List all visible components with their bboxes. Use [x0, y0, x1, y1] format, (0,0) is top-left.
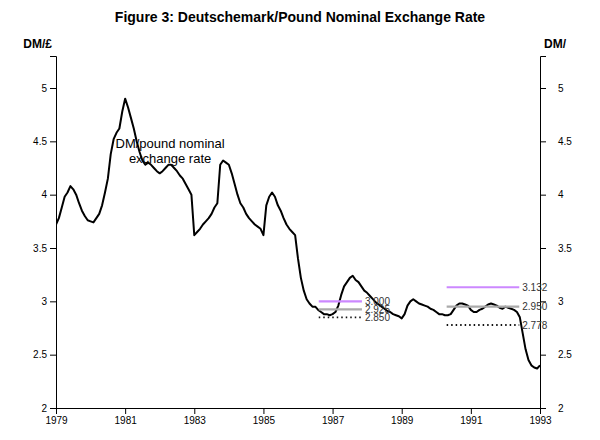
tick-label: 5	[558, 83, 564, 94]
tick: 3.5	[33, 243, 56, 254]
reference-line	[319, 308, 362, 310]
tick: 2	[41, 403, 56, 414]
x-axis-line	[57, 409, 541, 415]
exchange-rate-line	[56, 99, 540, 369]
annotation: DM/pound nominalexchange rate	[116, 136, 225, 167]
tick: 1985	[253, 408, 276, 426]
y-axis-line	[50, 57, 57, 409]
annotation-line: DM/pound nominal	[116, 136, 225, 151]
tick: 4.5	[33, 136, 56, 147]
tick-mark	[540, 88, 546, 89]
reference-label: 2.950	[522, 301, 547, 312]
tick-mark	[540, 355, 546, 356]
tick: 4.5	[540, 136, 572, 147]
tick-mark	[194, 408, 195, 414]
reference-label: 2.850	[365, 312, 390, 323]
tick-mark	[540, 248, 546, 249]
tick-mark	[471, 408, 472, 414]
reference-line	[447, 324, 520, 326]
tick-label: 1989	[391, 415, 414, 426]
tick-label: 3.5	[33, 243, 47, 254]
tick: 2	[540, 403, 564, 414]
tick-label: 4.5	[558, 136, 572, 147]
tick-label: 1983	[184, 415, 207, 426]
tick-label: 1993	[529, 415, 552, 426]
tick-label: 2	[41, 403, 47, 414]
tick: 1991	[460, 408, 483, 426]
y2-axis: 2 2.5 3 3.5 4 4.5 5	[540, 57, 572, 414]
tick: 1989	[391, 408, 414, 426]
reference-line	[319, 300, 362, 302]
tick-label: 1991	[460, 415, 483, 426]
tick-mark	[263, 408, 264, 414]
tick-label: 1981	[115, 415, 138, 426]
tick-label: 4.5	[33, 136, 47, 147]
tick-label: 1987	[322, 415, 345, 426]
labels: 3.0002.9252.8503.1322.9502.778DM/pound n…	[116, 136, 548, 331]
tick-mark	[540, 408, 546, 409]
reference-line	[447, 306, 520, 308]
tick: 1987	[322, 408, 345, 426]
tick: 1981	[115, 408, 138, 426]
tick: 5	[540, 83, 564, 94]
tick-mark	[402, 408, 403, 414]
y2-axis-line	[541, 57, 547, 409]
tick-mark	[50, 141, 56, 142]
tick: 5	[41, 83, 56, 94]
reference-label: 3.132	[522, 282, 547, 293]
tick: 2.5	[33, 349, 56, 360]
tick-label: 4	[558, 189, 564, 200]
tick: 3.5	[540, 243, 572, 254]
tick-label: 3.5	[558, 243, 572, 254]
marks	[56, 99, 540, 369]
y-axis: 2 2.5 3 3.5 4 4.5 5	[33, 57, 56, 414]
plot: 1979 1981 1983 1985 1987 1989 1991 1993 2 2.5 3 3.5…	[23, 37, 572, 426]
x-axis: 1979 1981 1983 1985 1987 1989 1991 1993	[45, 408, 552, 426]
tick-label: 1985	[253, 415, 276, 426]
tick-mark	[125, 408, 126, 414]
y-axis-label: DM/£	[23, 37, 52, 51]
tick-label: 3	[41, 296, 47, 307]
tick-mark	[50, 88, 56, 89]
reference-line	[447, 286, 520, 288]
tick-label: 4	[41, 189, 47, 200]
tick-mark	[540, 141, 546, 142]
tick: 4	[540, 189, 564, 200]
tick-label: 2.5	[33, 349, 47, 360]
annotation-line: exchange rate	[129, 151, 211, 166]
chart: 1979 1981 1983 1985 1987 1989 1991 1993 2 2.5 3 3.5…	[0, 0, 600, 440]
title: Figure 3: Deutschemark/Pound Nominal Exc…	[115, 9, 486, 25]
tick-mark	[50, 301, 56, 302]
tick: 1993	[529, 408, 552, 426]
tick-label: 2.5	[558, 349, 572, 360]
tick: 4	[41, 189, 56, 200]
tick-mark	[50, 248, 56, 249]
tick-mark	[333, 408, 334, 414]
tick-label: 2	[558, 403, 564, 414]
tick: 2.5	[540, 349, 572, 360]
tick-label: 3	[558, 296, 564, 307]
tick-mark	[540, 195, 546, 196]
tick: 1983	[184, 408, 207, 426]
y2-axis-label: DM/	[544, 37, 567, 51]
tick-label: 5	[41, 83, 47, 94]
tick-mark	[50, 195, 56, 196]
reference-line	[319, 316, 362, 318]
tick: 1979	[45, 408, 68, 426]
reference-label: 2.778	[522, 320, 547, 331]
tick-mark	[50, 408, 56, 409]
tick-label: 1979	[45, 415, 68, 426]
tick-mark	[50, 355, 56, 356]
tick: 3	[41, 296, 56, 307]
